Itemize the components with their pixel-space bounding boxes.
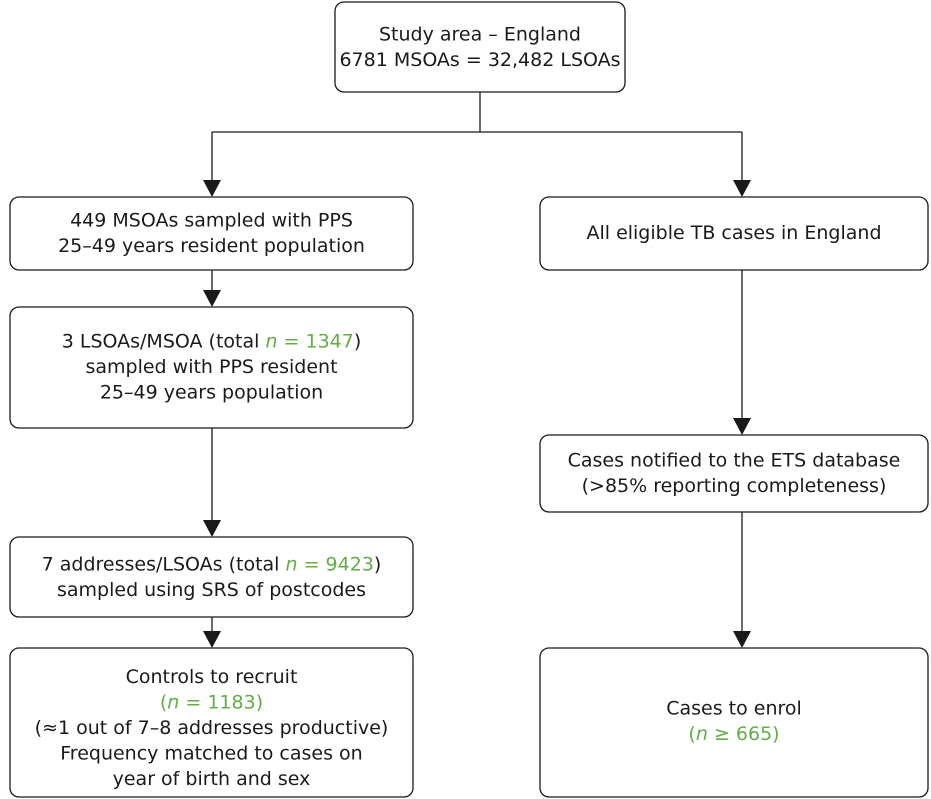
node-line: 25–49 years resident population	[58, 234, 365, 256]
text-segment: Study area – England	[379, 23, 581, 45]
text-segment: 6781 MSOAs = 32,482 LSOAs	[339, 48, 620, 70]
node-line: (>85% reporting completeness)	[582, 474, 887, 496]
text-segment: 7 addresses/LSOAs (total	[42, 553, 286, 575]
connectors	[203, 92, 751, 648]
node-line: 25–49 years population	[100, 381, 323, 403]
text-segment: year of birth and sex	[113, 768, 311, 790]
highlight-text: n	[286, 553, 298, 575]
text-segment: Frequency matched to cases on	[60, 742, 362, 764]
node-box	[334, 1, 626, 93]
text-segment: sampled using SRS of postcodes	[57, 578, 366, 600]
node-box	[539, 647, 929, 798]
node-line: (n = 1183)	[160, 691, 263, 713]
node-box	[9, 536, 414, 618]
text-segment: Cases notified to the ETS database	[568, 449, 901, 471]
highlight-text: n	[167, 691, 179, 713]
node-line: Controls to recruit	[126, 666, 298, 688]
node-line: Frequency matched to cases on	[60, 742, 362, 764]
text-segment: 449 MSOAs sampled with PPS	[70, 209, 353, 231]
text-segment: 3 LSOAs/MSOA (total	[62, 330, 266, 352]
node: Cases to enrol (n ≥ 665)	[539, 647, 929, 798]
node-line: sampled using SRS of postcodes	[57, 578, 366, 600]
node-line: All eligible TB cases in England	[586, 222, 881, 244]
node-box	[539, 434, 929, 513]
highlight-text: n	[265, 330, 277, 352]
node-box	[9, 306, 414, 429]
node-box	[9, 196, 414, 271]
node: Cases notified to the ETS database (>85% …	[539, 434, 929, 513]
text-segment: Cases to enrol	[666, 697, 802, 719]
text-segment: 25–49 years population	[100, 381, 323, 403]
text-segment: All eligible TB cases in England	[586, 222, 881, 244]
text-segment: sampled with PPS resident	[85, 356, 337, 378]
text-segment: Controls to recruit	[126, 666, 298, 688]
node: Controls to recruit (n = 1183) (≈1 out of …	[9, 647, 414, 798]
node-line: 449 MSOAs sampled with PPS	[70, 209, 353, 231]
node: 449 MSOAs sampled with PPS 25–49 years re…	[9, 196, 414, 271]
highlight-text: = 1183)	[179, 691, 263, 713]
highlight-text: = 9423	[298, 553, 374, 575]
connector-lines	[211, 92, 743, 633]
node-box	[539, 196, 929, 271]
highlight-text: ≥ 665)	[708, 722, 780, 744]
text-segment: (≈1 out of 7–8 addresses productive)	[35, 717, 389, 739]
node-line: (n ≥ 665)	[688, 722, 779, 744]
node-line: Study area – England	[379, 23, 581, 45]
highlight-text: = 1347	[277, 330, 353, 352]
node-line: year of birth and sex	[113, 768, 311, 790]
node: 3 LSOAs/MSOA (total n = 1347) sampled wit…	[9, 306, 414, 429]
text-segment: )	[374, 553, 381, 575]
node-line: Cases notified to the ETS database	[568, 449, 901, 471]
highlight-text: n	[696, 722, 708, 744]
text-segment: (>85% reporting completeness)	[582, 474, 887, 496]
node-box	[9, 647, 414, 798]
node: All eligible TB cases in England	[539, 196, 929, 271]
node-line: Cases to enrol	[666, 697, 802, 719]
node-line: 6781 MSOAs = 32,482 LSOAs	[339, 48, 620, 70]
node-line: (≈1 out of 7–8 addresses productive)	[35, 717, 389, 739]
node-line: 3 LSOAs/MSOA (total n = 1347)	[62, 330, 362, 352]
text-segment: 25–49 years resident population	[58, 234, 365, 256]
node-line: 7 addresses/LSOAs (total n = 9423)	[42, 553, 382, 575]
node: Study area – England 6781 MSOAs = 32,482 …	[334, 1, 626, 93]
node-line: sampled with PPS resident	[85, 356, 337, 378]
highlight-text: (	[160, 691, 167, 713]
text-segment: )	[354, 330, 361, 352]
node: 7 addresses/LSOAs (total n = 9423) sample…	[9, 536, 414, 618]
highlight-text: (	[688, 722, 695, 744]
